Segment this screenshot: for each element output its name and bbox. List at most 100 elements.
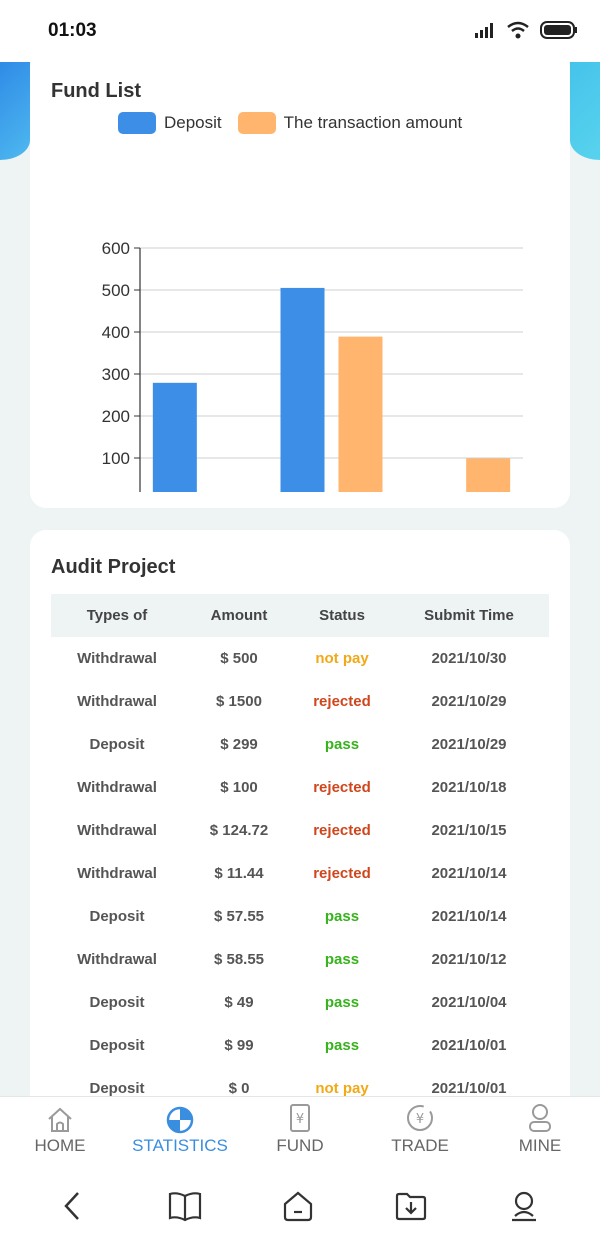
- audit-table-body: Withdrawal $ 500 not pay 2021/10/30 Withdraw…: [51, 637, 549, 1110]
- fund-icon: ¥: [290, 1104, 310, 1132]
- cell-submit-time: 2021/10/12: [431, 951, 507, 968]
- status-badge: pass: [324, 994, 360, 1011]
- legend-item-deposit[interactable]: Deposit: [118, 112, 222, 134]
- tab-fund[interactable]: ¥ FUND: [240, 1097, 360, 1164]
- y-tick-label: 300: [102, 365, 130, 384]
- y-tick-label: 200: [102, 407, 130, 426]
- cell-submit-time: 2021/10/01: [431, 1080, 507, 1097]
- y-tick-label: 600: [102, 239, 130, 258]
- cell-type: Withdrawal: [77, 693, 157, 710]
- table-row[interactable]: Deposit $ 57.55 pass 2021/10/14: [51, 895, 549, 938]
- status-badge: not pay: [315, 1080, 369, 1097]
- cell-type: Deposit: [89, 1080, 145, 1097]
- cell-type: Withdrawal: [77, 865, 157, 882]
- table-row[interactable]: Withdrawal $ 124.72 rejected 2021/10/15: [51, 809, 549, 852]
- col-header-submit-time: Submit Time: [424, 607, 514, 624]
- pie-chart-icon: [166, 1106, 194, 1134]
- back-icon[interactable]: [59, 1189, 89, 1223]
- col-header-status: Status: [319, 607, 365, 624]
- y-tick-label: 400: [102, 323, 130, 342]
- signal-icon: [475, 23, 493, 38]
- table-row[interactable]: Withdrawal $ 58.55 pass 2021/10/12: [51, 938, 549, 981]
- cell-type: Deposit: [89, 736, 145, 753]
- table-row[interactable]: Withdrawal $ 100 rejected 2021/10/18: [51, 766, 549, 809]
- cell-submit-time: 2021/10/01: [431, 1037, 507, 1054]
- bottom-tab-bar: HOME STATISTICS ¥ FUND ¥ TRADE MINE: [0, 1096, 600, 1164]
- home-outline-icon[interactable]: [281, 1189, 315, 1223]
- status-badge: pass: [324, 908, 360, 925]
- audit-table-header: Types of Amount Status Submit Time: [51, 594, 549, 637]
- user-icon: [529, 1104, 551, 1132]
- table-row[interactable]: Deposit $ 99 pass 2021/10/01: [51, 1024, 549, 1067]
- table-row[interactable]: Deposit $ 0 not pay 2021/10/01: [51, 1067, 549, 1110]
- cell-type: Withdrawal: [77, 951, 157, 968]
- y-tick-label: 100: [102, 449, 130, 468]
- cell-amount: $ 100: [220, 779, 258, 796]
- legend-label-deposit: Deposit: [164, 113, 222, 132]
- status-badge: rejected: [313, 822, 371, 839]
- table-row[interactable]: Deposit $ 49 pass 2021/10/04: [51, 981, 549, 1024]
- cell-submit-time: 2021/10/04: [431, 994, 507, 1011]
- cell-submit-time: 2021/10/14: [431, 865, 507, 882]
- cell-amount: $ 124.72: [209, 822, 269, 839]
- tab-home[interactable]: HOME: [0, 1097, 120, 1164]
- cell-amount: $ 58.55: [213, 951, 265, 968]
- cell-amount: $ 500: [220, 650, 258, 667]
- cell-submit-time: 2021/10/30: [431, 650, 507, 667]
- fund-list-title: Fund List: [51, 80, 141, 102]
- legend-swatch-deposit: [118, 112, 156, 134]
- tab-fund-label: FUND: [276, 1136, 324, 1155]
- book-icon[interactable]: [167, 1189, 203, 1223]
- home-icon: [48, 1107, 72, 1132]
- cell-type: Withdrawal: [77, 822, 157, 839]
- bar-transaction: [466, 458, 511, 492]
- cell-type: Deposit: [89, 994, 145, 1011]
- download-icon[interactable]: [393, 1189, 429, 1223]
- header-decoration-right: [570, 62, 600, 160]
- status-bar: 01:03: [0, 0, 600, 62]
- status-badge: pass: [324, 1037, 360, 1054]
- chart-legend: Deposit The transaction amount: [118, 112, 478, 134]
- table-row[interactable]: Withdrawal $ 500 not pay 2021/10/30: [51, 637, 549, 680]
- cell-submit-time: 2021/10/18: [431, 779, 507, 796]
- fund-list-card: Fund List Deposit The transaction amount…: [30, 52, 570, 508]
- table-row[interactable]: Withdrawal $ 1500 rejected 2021/10/29: [51, 680, 549, 723]
- status-badge: rejected: [313, 693, 371, 710]
- cell-amount: $ 49: [224, 994, 254, 1011]
- status-time: 01:03: [48, 20, 97, 41]
- cell-submit-time: 2021/10/15: [431, 822, 507, 839]
- y-tick-label: 0: [121, 491, 130, 492]
- cell-type: Deposit: [89, 908, 145, 925]
- cell-amount: $ 57.55: [213, 908, 265, 925]
- tab-statistics[interactable]: STATISTICS: [120, 1097, 240, 1164]
- cell-amount: $ 299: [220, 736, 258, 753]
- table-row[interactable]: Deposit $ 299 pass 2021/10/29: [51, 723, 549, 766]
- status-icons: [474, 20, 578, 40]
- cell-type: Withdrawal: [77, 650, 157, 667]
- bar-deposit: [280, 287, 325, 492]
- y-tick-label: 500: [102, 281, 130, 300]
- cell-amount: $ 11.44: [214, 865, 264, 882]
- table-row[interactable]: Withdrawal $ 11.44 rejected 2021/10/14: [51, 852, 549, 895]
- tab-mine[interactable]: MINE: [480, 1097, 600, 1164]
- status-badge: pass: [324, 951, 360, 968]
- svg-text:¥: ¥: [296, 1112, 304, 1127]
- svg-text:¥: ¥: [416, 1112, 424, 1127]
- tab-trade[interactable]: ¥ TRADE: [360, 1097, 480, 1164]
- bar-transaction: [338, 336, 383, 492]
- tab-mine-label: MINE: [518, 1136, 562, 1155]
- audit-table: Types of Amount Status Submit Time Withd…: [51, 594, 549, 1110]
- battery-icon: [540, 21, 577, 39]
- trade-icon: ¥: [407, 1105, 433, 1131]
- status-badge: not pay: [315, 650, 369, 667]
- fund-bar-chart: 01002003004005006002021/092021/102021/11: [102, 239, 523, 492]
- system-nav-bar: [0, 1164, 600, 1247]
- profile-icon[interactable]: [507, 1189, 541, 1223]
- cell-submit-time: 2021/10/29: [431, 736, 507, 753]
- cell-amount: $ 99: [224, 1037, 254, 1054]
- col-header-amount: Amount: [210, 607, 268, 624]
- tab-home-label: HOME: [34, 1136, 86, 1155]
- audit-project-card: Audit Project Types of Amount Status Sub…: [30, 530, 570, 1150]
- tab-statistics-label: STATISTICS: [132, 1136, 228, 1155]
- legend-item-transaction[interactable]: The transaction amount: [237, 112, 462, 134]
